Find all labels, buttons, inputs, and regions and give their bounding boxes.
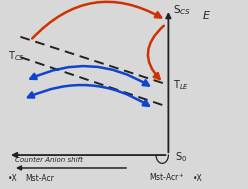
- Text: Mst-Acr$^+$: Mst-Acr$^+$: [149, 171, 185, 183]
- Text: S$_0$: S$_0$: [175, 150, 187, 164]
- Text: Mst-Acr: Mst-Acr: [25, 174, 54, 183]
- Text: E: E: [203, 11, 210, 21]
- Text: T$_{LE}$: T$_{LE}$: [173, 78, 189, 92]
- Text: •X: •X: [193, 174, 203, 183]
- Text: S$_{CS}$: S$_{CS}$: [173, 4, 191, 17]
- Text: T$_{CS}$: T$_{CS}$: [8, 49, 25, 63]
- Text: Counter Anion shift: Counter Anion shift: [15, 157, 83, 163]
- Text: •X: •X: [8, 174, 18, 183]
